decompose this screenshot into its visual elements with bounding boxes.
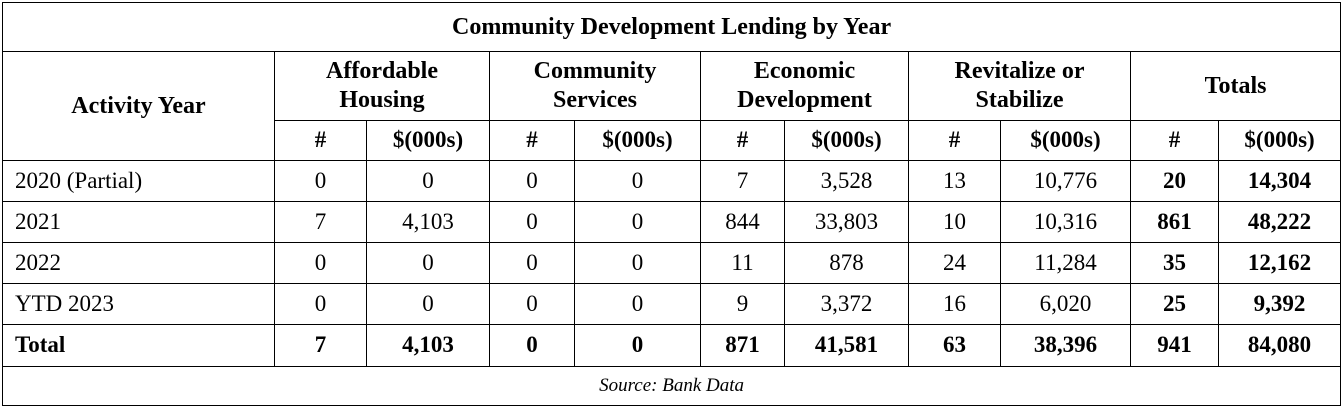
group-header-totals: Totals xyxy=(1129,51,1342,121)
cell: 878 xyxy=(784,241,909,284)
cell: 3,528 xyxy=(784,159,909,202)
cell: 10,776 xyxy=(1000,159,1131,202)
cell: 0 xyxy=(489,159,575,202)
group-label-line1: Affordable xyxy=(326,58,438,85)
cell: 0 xyxy=(366,282,490,325)
cell-total-count: 20 xyxy=(1130,159,1219,202)
table-title: Community Development Lending by Year xyxy=(1,1,1342,53)
group-label-line1: Community xyxy=(533,58,657,85)
cell-total-amount: 12,162 xyxy=(1217,241,1342,284)
table-row: 2022 0 0 0 0 11 878 24 11,284 35 12,162 xyxy=(2,241,1342,284)
cell: 13 xyxy=(908,159,1001,202)
row-year-label: 2022 xyxy=(2,241,275,284)
cell-total-amount: 14,304 xyxy=(1217,159,1342,202)
cell-total-amount: 9,392 xyxy=(1217,282,1342,325)
table-row: 2021 7 4,103 0 0 844 33,803 10 10,316 86… xyxy=(2,200,1342,243)
activity-year-header: Activity Year xyxy=(2,51,275,161)
cell: 11 xyxy=(700,241,785,284)
subheader-amount: $(000s) xyxy=(366,119,490,161)
row-year-label: 2021 xyxy=(2,200,275,243)
group-label-line1: Economic xyxy=(753,58,856,85)
total-cell: 4,103 xyxy=(366,323,490,368)
subheader-amount: $(000s) xyxy=(574,119,701,161)
group-header-revitalize-stabilize: Revitalize or Stabilize xyxy=(908,51,1131,121)
cell-total-count: 35 xyxy=(1130,241,1219,284)
cell: 0 xyxy=(574,200,701,243)
cell: 0 xyxy=(274,241,367,284)
subheader-count: # xyxy=(489,119,575,161)
row-year-label: YTD 2023 xyxy=(2,282,275,325)
subheader-amount: $(000s) xyxy=(1217,119,1342,161)
group-label-line1: Revitalize or xyxy=(954,58,1085,85)
row-year-label: 2020 (Partial) xyxy=(2,159,275,202)
total-row: Total 7 4,103 0 0 871 41,581 63 38,396 9… xyxy=(2,323,1342,368)
cell-total-count: 861 xyxy=(1130,200,1219,243)
total-row-label: Total xyxy=(2,323,275,368)
group-label-line2: Services xyxy=(553,87,637,114)
total-cell: 0 xyxy=(489,323,575,368)
total-cell: 0 xyxy=(574,323,701,368)
cell-total-amount: 48,222 xyxy=(1217,200,1342,243)
cell: 0 xyxy=(489,282,575,325)
subheader-count: # xyxy=(1130,119,1219,161)
cell: 10 xyxy=(908,200,1001,243)
cell: 0 xyxy=(574,282,701,325)
subheader-amount: $(000s) xyxy=(784,119,909,161)
cell-total-count: 25 xyxy=(1130,282,1219,325)
cell: 0 xyxy=(366,241,490,284)
total-cell: 7 xyxy=(274,323,367,368)
cell: 0 xyxy=(489,241,575,284)
total-cell: 84,080 xyxy=(1217,323,1342,368)
subheader-count: # xyxy=(700,119,785,161)
cell: 0 xyxy=(274,159,367,202)
cell: 16 xyxy=(908,282,1001,325)
cell: 10,316 xyxy=(1000,200,1131,243)
cell: 0 xyxy=(489,200,575,243)
cell: 11,284 xyxy=(1000,241,1131,284)
group-header-economic-development: Economic Development xyxy=(700,51,909,121)
table-row: YTD 2023 0 0 0 0 9 3,372 16 6,020 25 9,3… xyxy=(2,282,1342,325)
cell: 24 xyxy=(908,241,1001,284)
cell: 7 xyxy=(700,159,785,202)
cell: 0 xyxy=(366,159,490,202)
subheader-count: # xyxy=(908,119,1001,161)
total-cell: 41,581 xyxy=(784,323,909,368)
cell: 0 xyxy=(574,159,701,202)
group-header-community-services: Community Services xyxy=(489,51,701,121)
table-row: 2020 (Partial) 0 0 0 0 7 3,528 13 10,776… xyxy=(2,159,1342,202)
total-cell: 38,396 xyxy=(1000,323,1131,368)
cell: 33,803 xyxy=(784,200,909,243)
group-label-line2: Housing xyxy=(339,87,425,114)
cell: 7 xyxy=(274,200,367,243)
cell: 9 xyxy=(700,282,785,325)
cell: 0 xyxy=(574,241,701,284)
subheader-count: # xyxy=(274,119,367,161)
subheader-amount: $(000s) xyxy=(1000,119,1131,161)
cell: 4,103 xyxy=(366,200,490,243)
cell: 3,372 xyxy=(784,282,909,325)
group-label-line2: Development xyxy=(737,87,872,114)
cell: 844 xyxy=(700,200,785,243)
group-label-line2: Stabilize xyxy=(975,87,1064,114)
source-note: Source: Bank Data xyxy=(1,366,1342,406)
group-header-affordable-housing: Affordable Housing xyxy=(274,51,490,121)
total-cell: 63 xyxy=(908,323,1001,368)
total-cell: 941 xyxy=(1130,323,1219,368)
cell: 0 xyxy=(274,282,367,325)
cell: 6,020 xyxy=(1000,282,1131,325)
total-cell: 871 xyxy=(700,323,785,368)
